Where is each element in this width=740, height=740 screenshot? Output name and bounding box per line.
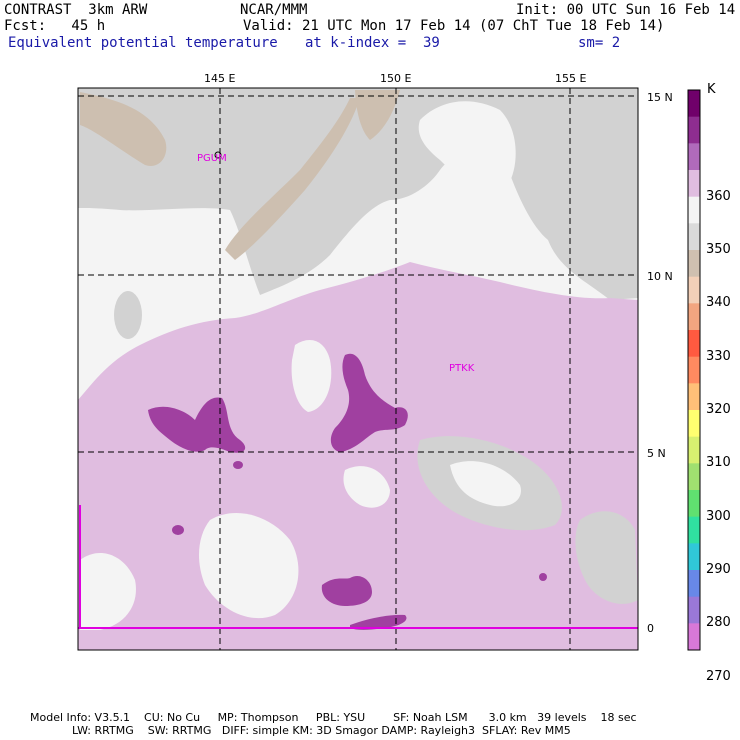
colorbar <box>687 89 701 651</box>
smoothing-label: sm= 2 <box>578 35 621 51</box>
dark-purple-blob-south <box>321 575 372 606</box>
lat-label-15n: 15 N <box>647 91 673 104</box>
model-info-line1: Model Info: V3.5.1 CU: No Cu MP: Thompso… <box>30 711 637 724</box>
colorbar-label: 270 <box>706 668 731 684</box>
colorbar-swatch <box>688 436 700 464</box>
dark-purple-dot-2 <box>233 461 243 469</box>
station-label-ptkk: PTKK <box>449 363 475 374</box>
grey-blob-west <box>114 291 142 339</box>
model-info-line2: LW: RRTMG SW: RRTMG DIFF: simple KM: 3D … <box>30 724 571 737</box>
dark-purple-dot-3 <box>539 573 547 581</box>
light-patch-east <box>450 461 521 507</box>
colorbar-label: 320 <box>706 402 731 417</box>
dark-purple-blob-west <box>148 397 246 453</box>
lat-label-5n: 5 N <box>647 447 666 460</box>
colorbar-swatch <box>688 116 700 144</box>
colorbar-label: 330 <box>706 348 731 364</box>
valid-time: Valid: 21 UTC Mon 17 Feb 14 (07 ChT Tue … <box>243 18 665 34</box>
lat-label-10n: 10 N <box>647 270 673 283</box>
tan-streak-1 <box>225 98 360 260</box>
colorbar-swatch <box>688 596 700 624</box>
light-patch-north <box>418 101 516 191</box>
colorbar-swatch <box>688 623 700 651</box>
lon-label-150e: 150 E <box>380 72 412 85</box>
dark-purple-blob-central <box>330 353 408 452</box>
colorbar-label: 360 <box>706 188 731 204</box>
colorbar-swatch <box>688 410 700 438</box>
gridlines <box>78 88 638 650</box>
lon-label-145e: 145 E <box>204 72 236 85</box>
lon-label-155e: 155 E <box>555 72 587 85</box>
colorbar-swatch <box>688 170 700 198</box>
colorbar-label: 290 <box>706 562 731 577</box>
colorbar-label: 340 <box>706 295 731 311</box>
colorbar-swatch <box>688 90 700 118</box>
light-patch-south-1 <box>198 512 299 619</box>
colorbar-swatch <box>688 516 700 544</box>
grey-patch-southeast <box>575 511 638 604</box>
forecast-hour: Fcst: 45 h <box>4 18 106 34</box>
station-label-pgum: PGUM <box>197 153 227 164</box>
dark-purple-dot-1 <box>172 525 184 535</box>
colorbar-label: 310 <box>706 455 731 471</box>
dark-purple-streak <box>350 614 407 630</box>
colorbar-swatch <box>688 223 700 251</box>
institution-label: NCAR/MMM <box>240 2 308 18</box>
colorbar-swatch <box>688 276 700 304</box>
map-field <box>78 88 638 650</box>
colorbar-swatch <box>688 383 700 411</box>
tan-streak-2 <box>80 92 167 166</box>
level-label: at k-index = 39 <box>305 35 440 51</box>
map-frame <box>77 87 639 651</box>
init-time: Init: 00 UTC Sun 16 Feb 14 <box>516 2 736 18</box>
colorbar-swatch <box>688 250 700 278</box>
station-marker-pgum <box>214 151 222 159</box>
colorbar-swatch <box>688 463 700 491</box>
light-patch-southwest <box>80 552 136 630</box>
colorbar-swatch <box>688 143 700 171</box>
colorbar-label: 280 <box>706 615 731 631</box>
colorbar-swatch <box>688 490 700 518</box>
tan-streak-3 <box>355 90 400 140</box>
colorbar-swatch <box>688 570 700 598</box>
colorbar-label: 300 <box>706 508 731 524</box>
colorbar-swatch <box>688 196 700 224</box>
colorbar-label: 350 <box>706 242 731 257</box>
colorbar-swatch <box>688 303 700 331</box>
colorbar-swatch <box>688 330 700 358</box>
colorbar-unit: K <box>707 82 716 97</box>
light-patch-central <box>291 340 332 412</box>
colorbar-frame <box>687 89 701 651</box>
light-patch-small <box>343 466 390 508</box>
colorbar-swatch <box>688 356 700 384</box>
field-title: Equivalent potential temperature <box>8 35 278 51</box>
colorbar-swatch <box>688 543 700 571</box>
model-title: CONTRAST 3km ARW <box>4 2 148 18</box>
lat-label-0: 0 <box>647 622 654 635</box>
